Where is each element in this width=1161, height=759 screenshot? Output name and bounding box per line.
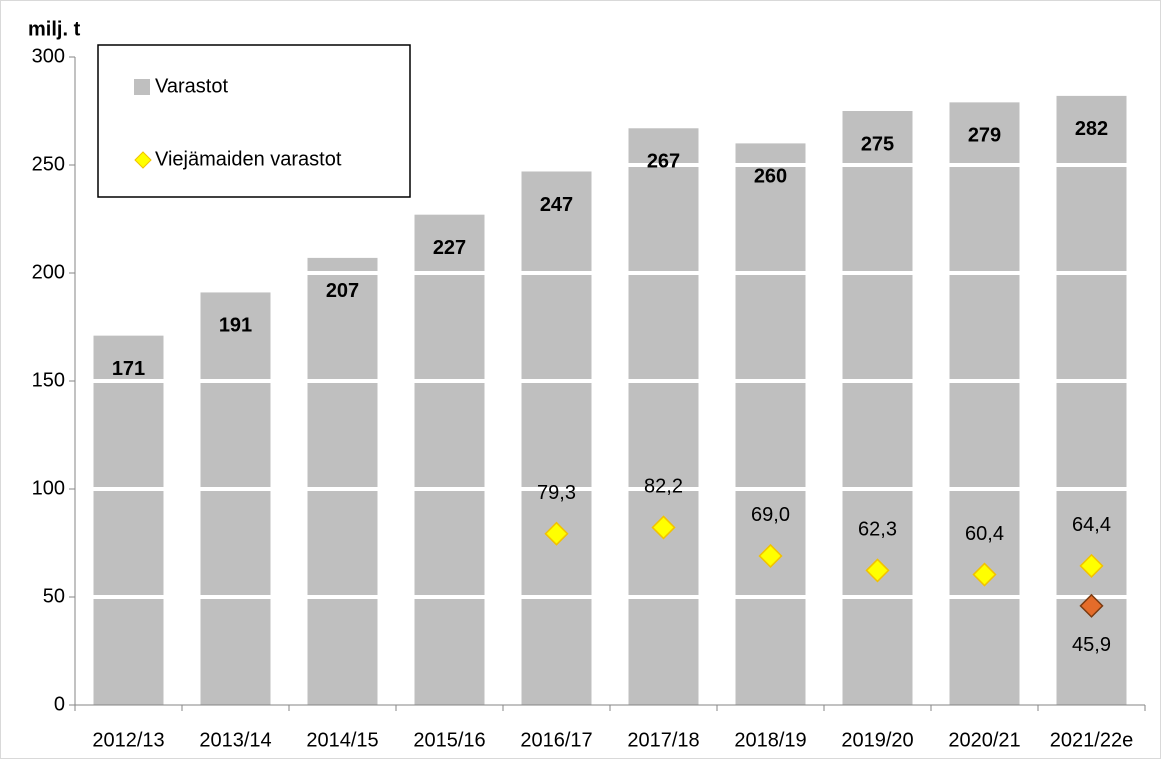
y-tick-label: 250: [32, 153, 65, 175]
bar: [735, 143, 806, 705]
point-value-label: 69,0: [751, 504, 790, 526]
bar: [521, 171, 592, 706]
x-tick-label: 2021/22e: [1050, 729, 1133, 751]
bar-value-label: 282: [1075, 118, 1108, 140]
bar-value-label: 279: [968, 125, 1001, 147]
legend-label: Varastot: [155, 75, 228, 97]
y-tick-label: 100: [32, 477, 65, 499]
bar: [842, 111, 913, 705]
marker: [544, 521, 569, 546]
bar-value-label: 227: [433, 237, 466, 259]
marker: [1079, 593, 1104, 618]
bar-value-label: 191: [219, 315, 252, 337]
y-tick-label: 0: [54, 693, 65, 715]
bar: [307, 257, 378, 705]
point-value-label: 82,2: [644, 476, 683, 498]
point-value-label: 64,4: [1072, 514, 1111, 536]
x-tick-label: 2020/21: [948, 729, 1020, 751]
x-tick-label: 2018/19: [734, 729, 806, 751]
bar: [949, 102, 1020, 706]
y-tick-label: 50: [43, 585, 65, 607]
x-tick-label: 2016/17: [520, 729, 592, 751]
x-tick-label: 2017/18: [627, 729, 699, 751]
bar-value-label: 275: [861, 133, 894, 155]
marker: [1079, 553, 1104, 578]
y-tick-label: 150: [32, 369, 65, 391]
bar: [414, 214, 485, 705]
bar: [93, 335, 164, 705]
point-value-label: 45,9: [1072, 634, 1111, 656]
legend-swatch: [134, 79, 150, 95]
marker: [651, 515, 676, 540]
bar-value-label: 247: [540, 194, 573, 216]
y-tick-label: 300: [32, 45, 65, 67]
y-axis-label: milj. t: [28, 18, 81, 40]
marker: [972, 562, 997, 587]
marker: [865, 558, 890, 583]
bar-value-label: 260: [754, 166, 787, 188]
legend-label: Viejämaiden varastot: [155, 148, 342, 170]
x-tick-label: 2019/20: [841, 729, 913, 751]
legend-box: [97, 44, 411, 198]
bar-value-label: 171: [112, 358, 145, 380]
bar-value-label: 207: [326, 280, 359, 302]
legend-swatch: [134, 151, 152, 169]
bar-value-label: 267: [647, 151, 680, 173]
point-value-label: 60,4: [965, 523, 1004, 545]
bar: [628, 128, 699, 705]
x-tick-label: 2014/15: [306, 729, 378, 751]
marker: [758, 543, 783, 569]
x-tick-label: 2012/13: [92, 729, 164, 751]
y-tick-label: 200: [32, 261, 65, 283]
point-value-label: 79,3: [537, 482, 576, 504]
x-tick-label: 2013/14: [199, 729, 271, 751]
point-value-label: 62,3: [858, 519, 897, 541]
bar: [200, 292, 271, 705]
x-tick-label: 2015/16: [413, 729, 485, 751]
